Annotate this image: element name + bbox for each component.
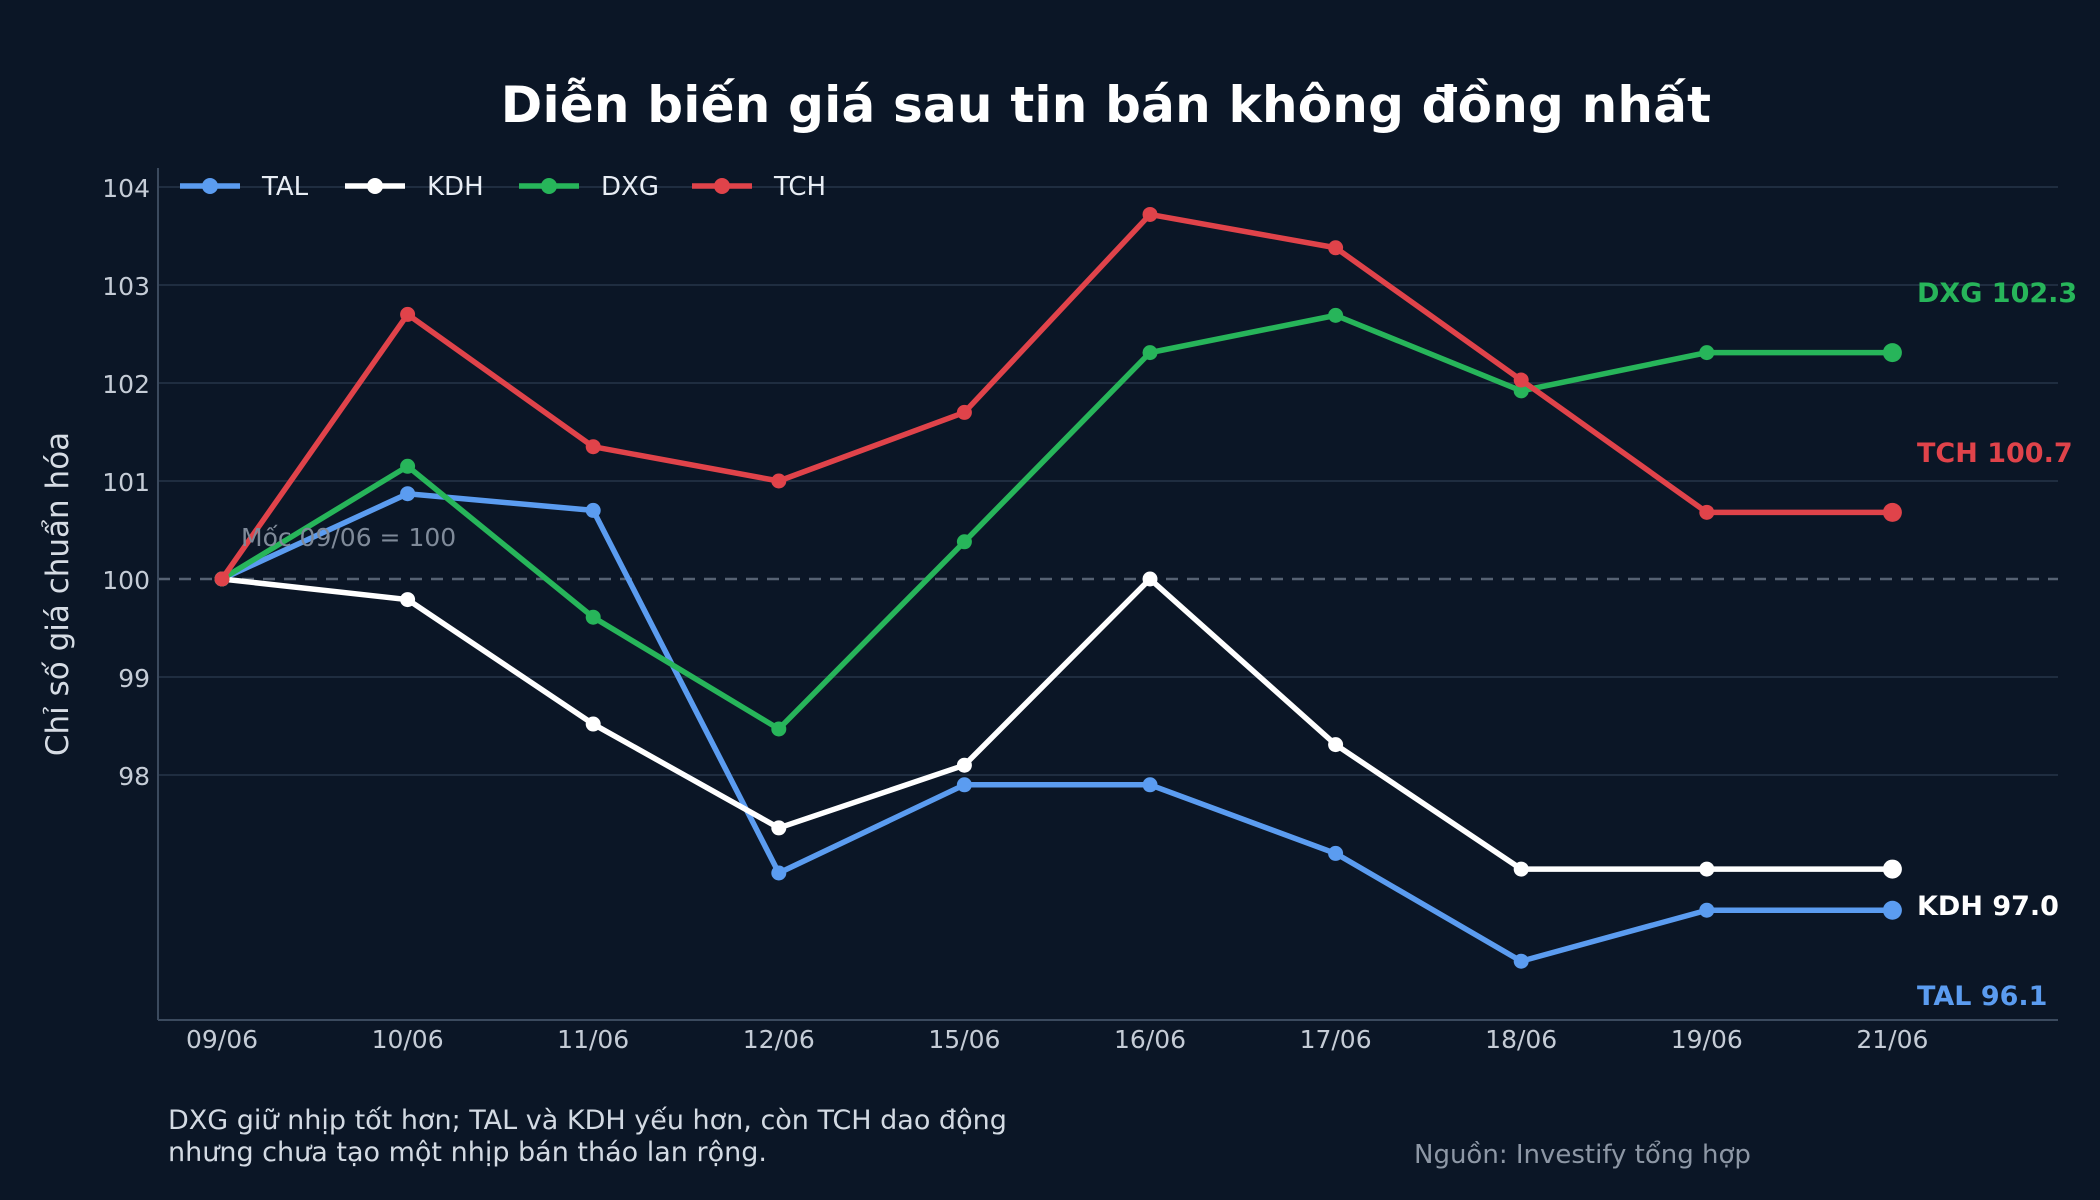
data-point-kdh bbox=[1513, 861, 1529, 877]
series-line-tch bbox=[219, 211, 1896, 582]
legend-marker-kdh bbox=[367, 178, 383, 194]
end-label-dxg: DXG 102.3 bbox=[1917, 278, 2077, 309]
data-point-tch bbox=[1699, 504, 1715, 520]
data-point-tal bbox=[400, 486, 416, 502]
data-point-dxg bbox=[1328, 307, 1344, 323]
source-credit: Nguồn: Investify tổng hợp bbox=[1414, 1140, 1751, 1170]
y-tick-label: 99 bbox=[118, 664, 150, 693]
data-point-tal bbox=[1513, 953, 1529, 969]
data-point-tal bbox=[1142, 777, 1158, 793]
y-tick-label: 98 bbox=[118, 762, 150, 791]
data-point-dxg bbox=[1699, 345, 1715, 361]
chart-note: DXG giữ nhịp tốt hơn; TAL và KDH yếu hơn… bbox=[168, 1105, 1007, 1169]
data-point-tal bbox=[1882, 900, 1902, 920]
x-tick-label: 15/06 bbox=[928, 1025, 1000, 1054]
data-point-dxg bbox=[1882, 343, 1902, 363]
chart-title: Diễn biến giá sau tin bán không đồng nhấ… bbox=[500, 76, 1712, 134]
data-point-tal bbox=[956, 777, 972, 793]
end-label-tal: TAL 96.1 bbox=[1917, 981, 2047, 1012]
y-axis-label: Chỉ số giá chuẩn hóa bbox=[40, 432, 76, 756]
legend-label-tch: TCH bbox=[773, 172, 826, 202]
x-tick-label: 17/06 bbox=[1300, 1025, 1372, 1054]
x-tick-label: 18/06 bbox=[1485, 1025, 1557, 1054]
note-line-2: nhưng chưa tạo một nhịp bán tháo lan rộn… bbox=[168, 1137, 767, 1168]
legend-label-tal: TAL bbox=[261, 172, 309, 202]
data-point-tch bbox=[1882, 502, 1902, 522]
data-point-kdh bbox=[400, 592, 416, 608]
legend-marker-tal bbox=[202, 178, 218, 194]
data-point-kdh bbox=[956, 757, 972, 773]
y-tick-label: 101 bbox=[102, 468, 150, 497]
series-lines bbox=[214, 206, 1902, 969]
data-point-tch bbox=[1513, 372, 1529, 388]
end-label-tch: TCH 100.7 bbox=[1917, 438, 2073, 469]
x-tick-label: 19/06 bbox=[1671, 1025, 1743, 1054]
x-tick-label: 09/06 bbox=[186, 1025, 258, 1054]
axes: 98 99 100 101 102 103 104 09/06 10/06 11/06 12/06 1… bbox=[40, 168, 2058, 1054]
data-point-dxg bbox=[1142, 345, 1158, 361]
data-point-tch bbox=[585, 439, 601, 455]
data-point-tal bbox=[1699, 902, 1715, 918]
x-tick-label: 21/06 bbox=[1856, 1025, 1928, 1054]
data-point-kdh bbox=[771, 820, 787, 836]
x-tick-label: 16/06 bbox=[1114, 1025, 1186, 1054]
data-point-tch bbox=[956, 404, 972, 420]
y-tick-label: 104 bbox=[102, 174, 150, 203]
legend-marker-dxg bbox=[541, 178, 557, 194]
data-point-tal bbox=[1328, 845, 1344, 861]
end-label-kdh: KDH 97.0 bbox=[1917, 891, 2059, 922]
series-line-dxg bbox=[219, 312, 1896, 732]
data-point-dxg bbox=[771, 721, 787, 737]
data-point-tch bbox=[1142, 206, 1158, 222]
x-tick-label: 10/06 bbox=[372, 1025, 444, 1054]
legend-marker-tch bbox=[714, 178, 730, 194]
x-tick-label: 11/06 bbox=[557, 1025, 629, 1054]
data-point-dxg bbox=[1513, 383, 1529, 399]
series-line-tal bbox=[219, 490, 1896, 964]
data-point-dxg bbox=[400, 458, 416, 474]
data-point-kdh bbox=[1699, 861, 1715, 877]
note-line-1: DXG giữ nhịp tốt hơn; TAL và KDH yếu hơn… bbox=[168, 1105, 1007, 1136]
series-line-kdh bbox=[219, 576, 1896, 872]
data-point-tal bbox=[771, 865, 787, 881]
data-point-tal bbox=[585, 502, 601, 518]
y-tick-label: 102 bbox=[102, 370, 150, 399]
legend-label-kdh: KDH bbox=[427, 172, 484, 202]
y-tick-label: 103 bbox=[102, 272, 150, 301]
data-point-kdh bbox=[1882, 859, 1902, 879]
x-tick-label: 12/06 bbox=[743, 1025, 815, 1054]
data-labels: Mốc 09/06 = 100 TAL 96.1 KDH 97.0 DXG 102.3… bbox=[241, 278, 2077, 1012]
y-tick-label: 100 bbox=[102, 566, 150, 595]
data-point-kdh bbox=[1142, 571, 1158, 587]
data-point-tch bbox=[400, 306, 416, 322]
legend: TAL KDH DXG TCH bbox=[180, 172, 826, 202]
data-point-dxg bbox=[585, 609, 601, 625]
data-point-kdh bbox=[1328, 737, 1344, 753]
data-point-dxg bbox=[956, 534, 972, 550]
data-point-kdh bbox=[585, 716, 601, 732]
data-point-tch bbox=[214, 571, 230, 587]
data-point-tch bbox=[1328, 240, 1344, 256]
legend-label-dxg: DXG bbox=[601, 172, 659, 202]
baseline-label: Mốc 09/06 = 100 bbox=[241, 523, 456, 552]
grid-lines bbox=[158, 186, 2058, 776]
data-point-tch bbox=[771, 473, 787, 489]
